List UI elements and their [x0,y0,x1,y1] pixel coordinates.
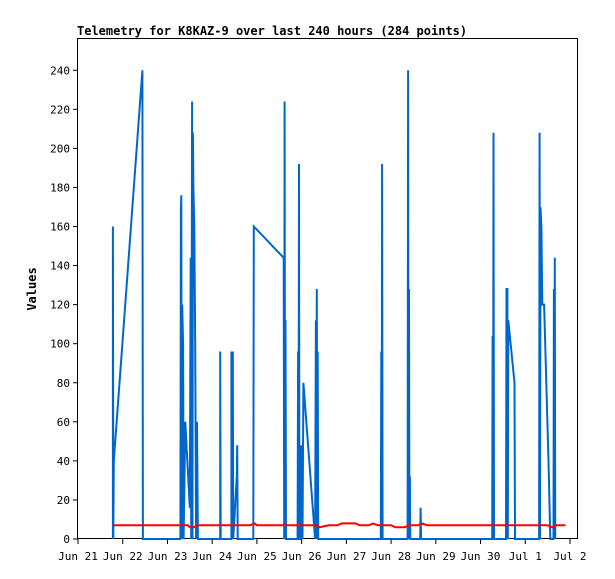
x-tick-label: Jun 22 [103,550,143,563]
series-layer [111,70,566,540]
series-line-1 [112,522,566,529]
y-tick-label: 100 [50,338,70,351]
y-tick-label: 20 [57,494,70,507]
x-tick-label: Jun 21 [58,550,98,563]
chart-title: Telemetry for K8KAZ-9 over last 240 hour… [77,24,467,38]
x-tick-label: Jun 26 [282,550,322,563]
y-tick-label: 60 [57,416,70,429]
plot-frame [77,38,578,539]
x-tick-label: Jun 24 [192,550,232,563]
x-tick-label: Jun 30 [461,550,501,563]
x-tick-label: Jun 28 [371,550,411,563]
y-tick-label: 0 [63,533,70,546]
x-tick-label: Jun 23 [148,550,188,563]
series-line-0 [111,70,557,540]
y-axis-label: Values [25,267,39,310]
y-tick-label: 40 [57,455,70,468]
y-tick-label: 80 [57,377,70,390]
x-tick-label: Jun 27 [326,550,366,563]
y-tick-label: 220 [50,103,70,116]
y-tick-label: 140 [50,260,70,273]
x-tick-label: Jul 2 [553,550,586,563]
x-tick-label: Jul 1 [509,550,542,563]
x-tick-label: Jun 25 [237,550,277,563]
y-tick-label: 180 [50,181,70,194]
x-tick-label: Jun 29 [416,550,456,563]
y-tick-label: 120 [50,299,70,312]
y-tick-label: 240 [50,64,70,77]
y-tick-label: 200 [50,142,70,155]
y-axis: 0 20 40 60 80 100 120 140 160 180 200 220 240 [50,64,78,546]
x-axis: Jun 21 Jun 22 Jun 23 Jun 24 Jun 25 Jun 26 Jun … [58,539,587,563]
y-tick-label: 160 [50,221,70,234]
